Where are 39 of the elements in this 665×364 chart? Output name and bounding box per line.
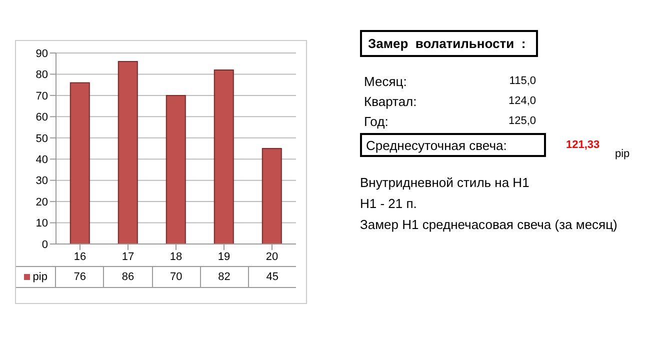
bar xyxy=(214,69,234,244)
data-label: 86 xyxy=(103,267,152,287)
y-tick-label: 20 xyxy=(36,196,48,208)
data-label: 45 xyxy=(248,267,296,287)
text: Внутридневной стиль на H1 xyxy=(360,175,530,192)
text: Среднесуточная свеча: xyxy=(366,138,507,152)
y-tick-label: 0 xyxy=(42,238,48,251)
text: 115,0 xyxy=(508,75,536,87)
x-tick-label: 20 xyxy=(266,250,278,263)
data-label: 82 xyxy=(200,267,248,287)
text: pip xyxy=(615,148,630,160)
y-tick-label: 80 xyxy=(36,69,48,82)
text: Год: xyxy=(364,114,390,128)
text: 125,0 xyxy=(507,115,536,127)
bar xyxy=(166,94,186,244)
x-tick-label: 19 xyxy=(218,250,230,263)
y-tick-label: 50 xyxy=(36,132,48,145)
y-tick-label: 90 xyxy=(36,48,48,60)
text: 124,0 xyxy=(507,95,536,107)
bar xyxy=(70,82,90,244)
text: Замер волатильности : xyxy=(360,30,538,57)
y-tick-label: 60 xyxy=(36,112,48,124)
text: Замер H1 среднечасовая свеча (за месяц) xyxy=(360,217,618,234)
x-tick-label: 16 xyxy=(74,250,86,263)
bar xyxy=(262,148,282,244)
text: 121,33 xyxy=(566,139,600,151)
legend-label: pip xyxy=(32,271,48,283)
y-tick-label: 30 xyxy=(36,175,48,188)
bar xyxy=(118,60,138,244)
data-label: 70 xyxy=(152,267,200,287)
y-tick-label: 70 xyxy=(36,90,48,102)
x-tick-label: 17 xyxy=(122,250,134,263)
text: H1 - 21 п. xyxy=(360,196,418,213)
text: Квартал: xyxy=(364,94,418,108)
data-label: 76 xyxy=(55,267,104,287)
y-tick-label: 40 xyxy=(36,154,48,166)
text: Месяц: xyxy=(364,74,408,88)
y-tick-label: 10 xyxy=(36,218,48,230)
x-tick-label: 18 xyxy=(170,250,182,263)
